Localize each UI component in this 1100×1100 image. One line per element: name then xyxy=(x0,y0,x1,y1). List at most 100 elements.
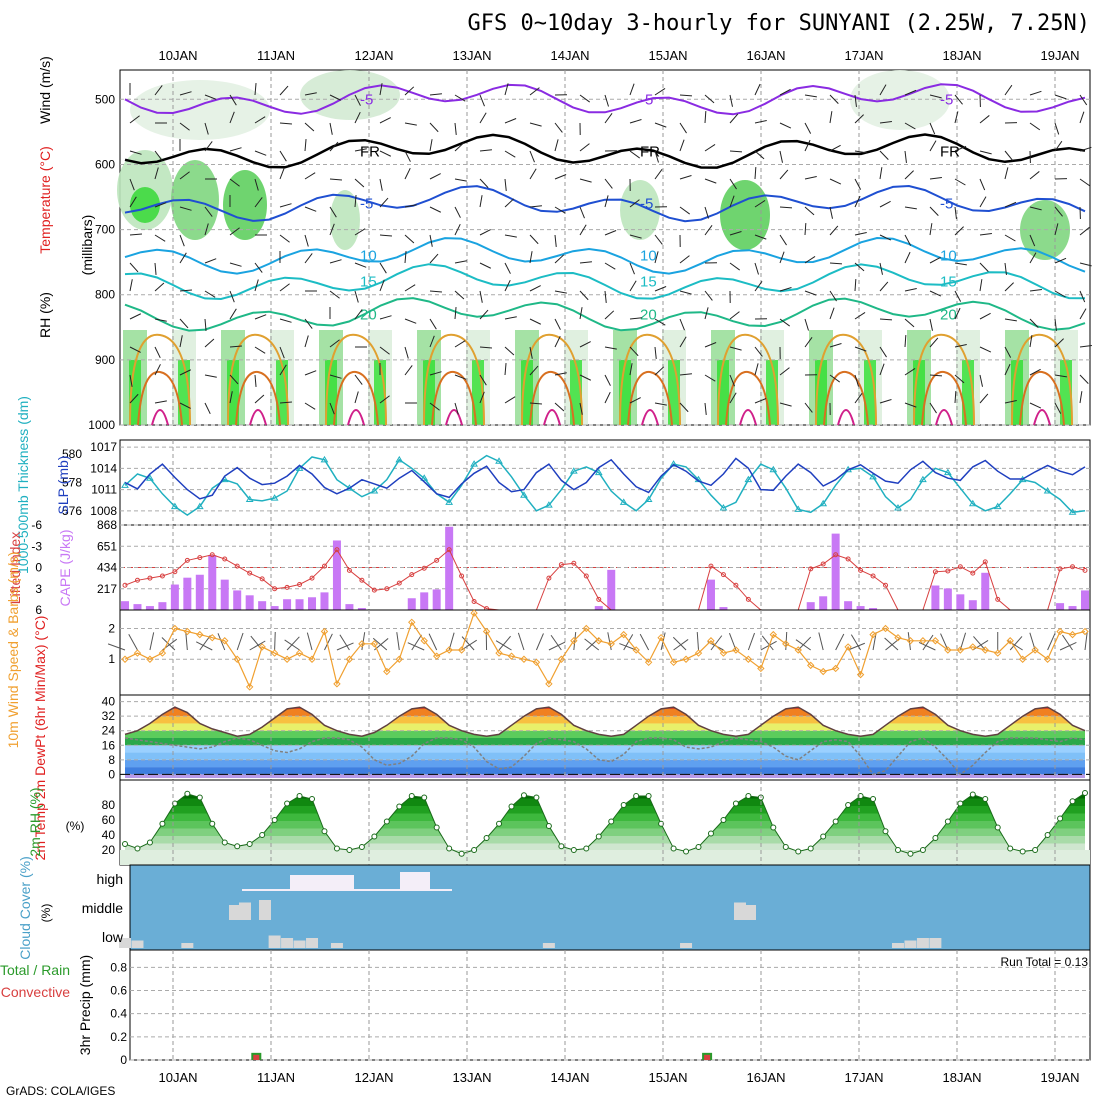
rh-point-72 xyxy=(1019,848,1026,855)
peak-arch-1 xyxy=(249,409,267,426)
barb-4-7 xyxy=(229,290,235,303)
thickness-grid xyxy=(120,440,1090,525)
barb-33-3 xyxy=(954,178,966,186)
barb-27-5 xyxy=(804,222,807,236)
barb-18-2 xyxy=(579,143,590,152)
barb-27-8 xyxy=(804,318,809,331)
barb-21-10 xyxy=(654,366,665,376)
wind-point-18 xyxy=(345,655,354,663)
wind-point-23 xyxy=(408,618,416,627)
barb-11-2 xyxy=(404,150,411,162)
barb-14-5 xyxy=(479,229,491,236)
li-point-56 xyxy=(820,561,826,567)
barb10-25 xyxy=(428,633,438,651)
barb-24-0 xyxy=(729,94,733,107)
barb-2-0 xyxy=(179,91,192,96)
rh-point-65 xyxy=(932,835,939,841)
barb-11-10 xyxy=(404,365,413,376)
barb-21-9 xyxy=(654,346,657,359)
barb-30-7 xyxy=(879,281,889,292)
barb-25-3 xyxy=(754,166,757,180)
barb-20-8 xyxy=(629,317,642,320)
wind-point-26 xyxy=(445,646,453,654)
barb-32-5 xyxy=(929,223,933,236)
precip-grid xyxy=(130,950,1090,1061)
barb-5-7 xyxy=(254,279,259,292)
precip-tick-0.2: 0.2 xyxy=(110,1030,127,1044)
barb-17-5 xyxy=(554,234,557,247)
rh-2m-axis-label: 2m RH (%) xyxy=(27,787,43,856)
barb-21-3 xyxy=(654,168,663,180)
cape-bar-6 xyxy=(195,574,204,610)
barb-16-7 xyxy=(529,285,541,292)
barb-31-8 xyxy=(904,318,915,328)
barb-1-5 xyxy=(154,234,166,242)
barb-2-7 xyxy=(179,289,192,292)
barb10-10 xyxy=(249,640,266,651)
wind-point-57 xyxy=(831,664,840,673)
peak-arch-2 xyxy=(347,409,365,426)
barb-34-11 xyxy=(979,393,989,404)
precip-tick-0.4: 0.4 xyxy=(110,1007,127,1021)
barb-28-9 xyxy=(829,343,842,348)
barb-31-4 xyxy=(904,206,917,210)
barb-4-3 xyxy=(229,178,240,187)
wind-point-32 xyxy=(520,655,528,663)
wind-point-47 xyxy=(707,637,715,645)
barb-12-6 xyxy=(429,253,439,264)
cape-tick-868: 868 xyxy=(97,518,117,532)
barb-22-3 xyxy=(679,175,692,180)
li-point-55 xyxy=(808,566,814,572)
thickness-point-4 xyxy=(170,502,179,510)
barb-22-2 xyxy=(679,139,685,152)
li-point-61 xyxy=(883,582,889,588)
cloud-low-65 xyxy=(929,938,942,948)
contour-label-0-2: -5 xyxy=(940,91,953,108)
rh-point-63 xyxy=(907,850,914,857)
barb-1-6 xyxy=(154,262,157,275)
thickness-point-38 xyxy=(594,468,603,476)
cape-bar-0 xyxy=(121,601,129,610)
temp-tick-0: 0 xyxy=(108,767,115,781)
barb-16-6 xyxy=(529,251,533,264)
rh-point-68 xyxy=(969,791,976,798)
wind-point-3 xyxy=(158,649,167,657)
barb-28-3 xyxy=(829,178,842,185)
cape-bar-2 xyxy=(145,606,154,610)
barb-25-9 xyxy=(754,346,763,357)
barb-12-0 xyxy=(429,93,442,96)
wind-point-55 xyxy=(807,661,815,670)
barb-24-10 xyxy=(729,374,735,387)
rh-point-76 xyxy=(1069,798,1076,805)
wind-tick-1: 1 xyxy=(108,652,115,666)
contour-label-5-1: 20 xyxy=(640,306,657,323)
rh-blob-6 xyxy=(720,180,770,250)
cape-bar-15 xyxy=(308,597,317,610)
warm-arch-2 xyxy=(325,333,387,426)
temp-tick-40: 40 xyxy=(102,695,116,709)
barb-29-7 xyxy=(854,278,857,292)
cape-bar-66 xyxy=(943,588,952,610)
wind-point-11 xyxy=(258,643,266,651)
hot-arch-4 xyxy=(529,370,575,426)
wind-point-46 xyxy=(694,649,703,657)
barb-12-1 xyxy=(429,122,439,133)
rh-point-15 xyxy=(309,796,316,802)
wind-point-37 xyxy=(582,624,591,633)
barb10-52 xyxy=(761,635,774,651)
barb10-55 xyxy=(795,639,812,651)
precip-convective-1 xyxy=(704,1054,711,1060)
barb-22-0 xyxy=(679,94,693,97)
barb-0-9 xyxy=(129,346,141,353)
barb10-5 xyxy=(185,632,188,651)
barb-31-5 xyxy=(904,234,912,246)
cape-bar-9 xyxy=(233,590,242,610)
barb-8-10 xyxy=(329,374,342,379)
barb10-1 xyxy=(128,634,138,651)
barb10-30 xyxy=(498,635,511,651)
wind-point-72 xyxy=(1018,655,1027,663)
barb-13-6 xyxy=(454,260,467,264)
barb-15-2 xyxy=(504,150,516,158)
barb-21-7 xyxy=(654,286,667,292)
